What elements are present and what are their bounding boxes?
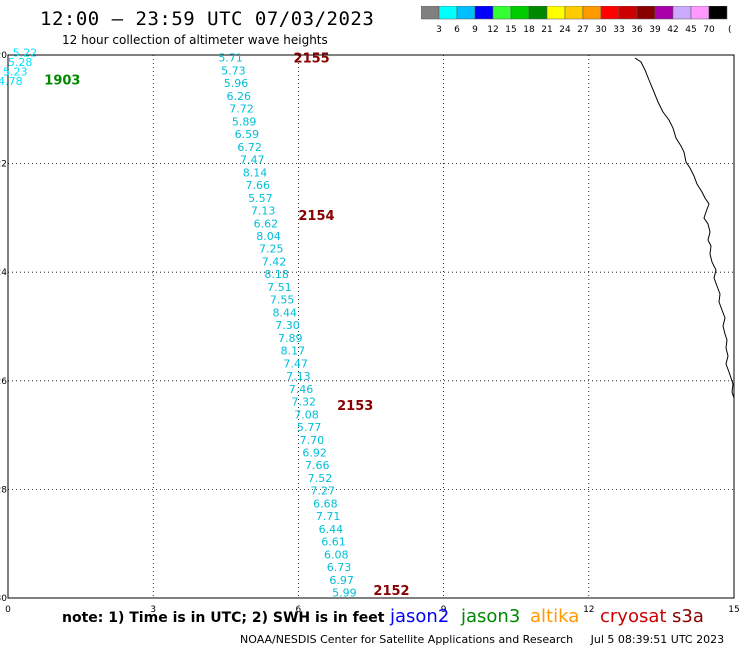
wave-height-value: 7.51 — [267, 281, 292, 294]
colorbar-tick-label: 21 — [541, 25, 552, 35]
wave-height-value: 8.44 — [273, 306, 298, 319]
wave-height-value: 6.26 — [227, 90, 252, 103]
x-tick-label: 0 — [5, 605, 11, 615]
x-tick-label: 6 — [296, 605, 302, 615]
wave-height-value: 7.25 — [259, 243, 284, 256]
x-tick-label: 12 — [583, 605, 594, 615]
wave-height-value: 7.71 — [316, 510, 341, 523]
pass-number-label: 2152 — [373, 584, 409, 599]
wave-height-value: 7.08 — [294, 408, 319, 421]
wave-height-value: 7.32 — [292, 396, 317, 409]
wave-height-value: 6.62 — [254, 217, 279, 230]
wave-height-value: 5.71 — [218, 52, 243, 65]
wave-height-value: 7.72 — [229, 103, 254, 116]
credit-text: NOAA/NESDIS Center for Satellite Applica… — [240, 633, 574, 646]
x-tick-label: 3 — [150, 605, 156, 615]
wave-height-value: 5.22 — [13, 46, 38, 59]
wave-height-value: 8.17 — [281, 345, 306, 358]
wave-height-value: 7.42 — [262, 255, 287, 268]
pass-number-label: 2153 — [337, 399, 373, 414]
wave-height-value: 7.66 — [245, 179, 270, 192]
wave-height-value: 7.13 — [286, 370, 311, 383]
wave-height-value: 7.13 — [251, 205, 276, 218]
wave-height-value: 7.47 — [240, 154, 265, 167]
colorbar-tick-label: 9 — [472, 25, 478, 35]
colorbar-tick-label: 12 — [487, 25, 498, 35]
colorbar-tick-label: 27 — [577, 25, 588, 35]
wave-height-value: 6.72 — [237, 141, 262, 154]
wave-height-value: 6.59 — [235, 128, 260, 141]
map-subtitle: 12 hour collection of altimeter wave hei… — [62, 33, 328, 47]
generated-timestamp: Jul 5 08:39:51 UTC 2023 — [590, 633, 725, 646]
colorbar-tick-label: 33 — [613, 25, 624, 35]
wave-height-value: 5.99 — [332, 587, 357, 600]
map-title: 12:00 — 23:59 UTC 07/03/2023 — [40, 8, 375, 30]
legend-cryosat: cryosat — [600, 606, 667, 627]
footer-note: note: 1) Time is in UTC; 2) SWH is in fe… — [62, 610, 385, 626]
wave-height-value: 5.57 — [248, 192, 273, 205]
colorbar-tick-label: 45 — [685, 25, 696, 35]
wave-height-value: 6.97 — [329, 574, 354, 587]
wave-height-value: 5.96 — [224, 77, 249, 90]
wave-height-value: 7.27 — [310, 485, 335, 498]
wave-height-value: 6.73 — [327, 561, 352, 574]
y-tick-label: 20 — [0, 51, 7, 61]
legend-jason2: jason2 — [390, 606, 450, 627]
wave-height-value: 7.46 — [289, 383, 314, 396]
wave-height-value: 7.70 — [300, 434, 325, 447]
wave-height-value: 5.23 — [3, 65, 28, 78]
wave-height-value: 6.68 — [313, 497, 338, 510]
colorbar-tick-label: 24 — [559, 25, 571, 35]
colorbar-tick-label: 18 — [523, 25, 535, 35]
colorbar-tick-label: 42 — [667, 25, 678, 35]
x-tick-label: 15 — [728, 605, 739, 615]
x-tick-label: 9 — [441, 605, 447, 615]
y-tick-label: 30 — [0, 594, 7, 604]
colorbar-tick-label: 6 — [454, 25, 460, 35]
colorbar-tick-label: 15 — [505, 25, 516, 35]
wave-height-value: 6.08 — [324, 548, 349, 561]
colorbar-unit-label: (ft) — [728, 25, 731, 35]
wave-height-value: 4.78 — [0, 75, 23, 88]
colorbar-swatch — [708, 6, 728, 20]
wave-height-value: 7.52 — [308, 472, 333, 485]
colorbar-tick-label: 3 — [436, 25, 442, 35]
credit-line: NOAA/NESDIS Center for Satellite Applica… — [240, 633, 724, 646]
map-frame — [7, 54, 735, 599]
wave-height-value: 5.89 — [232, 115, 257, 128]
pass-number-label: 2155 — [294, 52, 330, 67]
wave-height-value: 5.77 — [297, 421, 322, 434]
wave-height-value: 8.14 — [243, 166, 268, 179]
wave-height-value: 6.44 — [319, 523, 344, 536]
y-tick-label: 22 — [0, 160, 7, 170]
legend-altika: altika — [530, 606, 580, 627]
colorbar-tick-label: 36 — [631, 25, 643, 35]
coastline — [634, 57, 735, 399]
colorbar-tick-label: 30 — [595, 25, 607, 35]
y-tick-label: 28 — [0, 485, 7, 495]
wave-height-value: 7.89 — [278, 332, 303, 345]
pass-number-label: 1903 — [44, 73, 80, 88]
wave-height-value: 8.18 — [264, 268, 289, 281]
wave-height-value: 7.66 — [305, 459, 330, 472]
wave-height-value: 7.47 — [283, 357, 308, 370]
wave-height-value: 5.28 — [8, 56, 33, 69]
wave-height-value: 6.92 — [302, 446, 327, 459]
legend-jason3: jason3 — [461, 606, 521, 627]
wave-height-value: 7.55 — [270, 294, 295, 307]
legend-s3a: s3a — [672, 606, 704, 627]
wave-height-value: 8.04 — [256, 230, 281, 243]
pass-number-label: 2154 — [298, 209, 334, 224]
wave-height-value: 7.30 — [275, 319, 300, 332]
y-tick-label: 24 — [0, 268, 7, 278]
y-tick-label: 26 — [0, 377, 7, 387]
wave-height-value: 5.73 — [221, 64, 246, 77]
colorbar-tick-label: 39 — [649, 25, 661, 35]
wave-height-value: 6.61 — [321, 536, 346, 549]
colorbar-tick-label: 70 — [703, 25, 715, 35]
